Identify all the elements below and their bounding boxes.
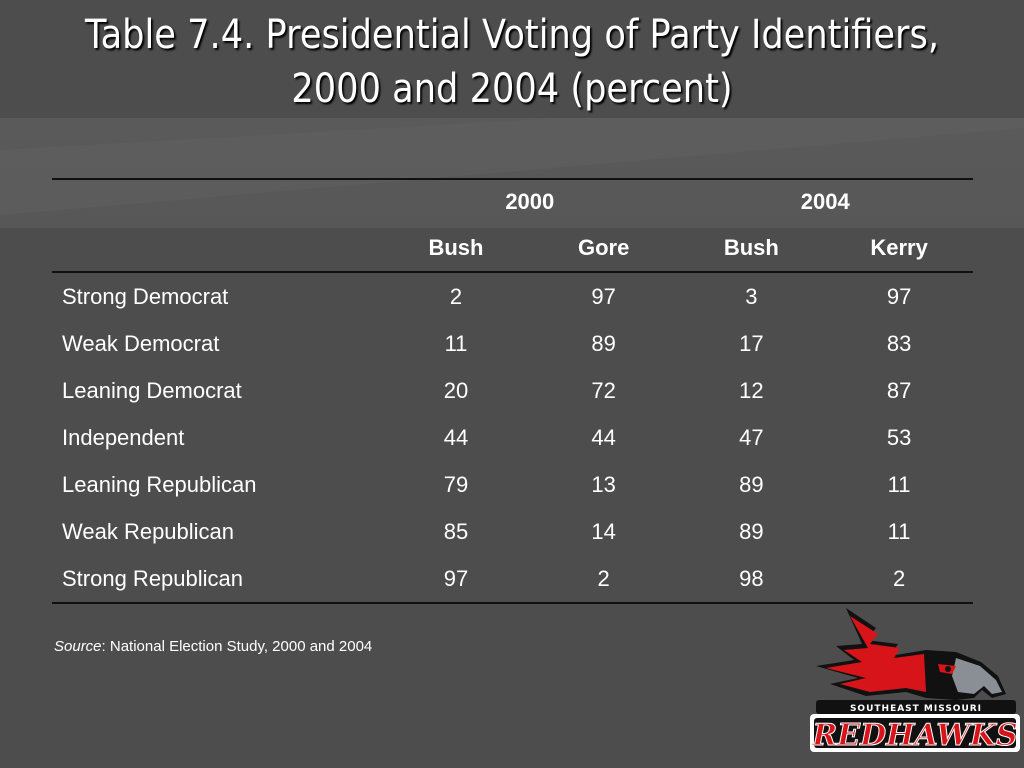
table-cell: 83: [886, 330, 912, 356]
year-header-row: 2000 2004: [52, 178, 973, 224]
slide-title: Table 7.4. Presidential Voting of Party …: [61, 8, 962, 116]
table-cell: 97: [382, 555, 530, 604]
column-header-kerry-2004: Kerry: [825, 224, 973, 273]
table-cell: 97: [591, 283, 616, 309]
row-label: Weak Republican: [62, 518, 235, 544]
logo-banner-text: SOUTHEAST MISSOURI: [850, 704, 982, 714]
table-row: Strong Democrat 2 97 3 97: [52, 272, 973, 320]
table-cell: 87: [886, 377, 912, 403]
table-row: Weak Democrat 11 89 17 83: [52, 320, 973, 367]
table-cell: 47: [739, 424, 764, 450]
table-cell: 11: [444, 330, 468, 356]
table-cell: 79: [443, 471, 469, 497]
year-header-2004: 2004: [677, 178, 973, 224]
table-cell: 11: [887, 471, 911, 497]
title-line-1: Table 7.4. Presidential Voting of Party …: [84, 12, 940, 58]
table-row: Leaning Republican 79 13 89 11: [52, 461, 973, 508]
table-cell: 20: [443, 377, 469, 403]
table-cell: 2: [529, 555, 678, 604]
table-cell: 85: [443, 518, 469, 544]
table-row: Strong Republican 97 2 98 2: [52, 555, 973, 604]
empty-header-cell: [52, 178, 383, 224]
year-header-2000: 2000: [382, 178, 678, 224]
row-label: Independent: [62, 424, 185, 450]
logo-wordmark: REDHAWKS: [811, 718, 1017, 753]
table-cell: 89: [591, 330, 616, 356]
row-label: Strong Democrat: [62, 283, 229, 309]
voting-table: 2000 2004 Bush Gore Bush Kerry Strong De…: [52, 178, 973, 604]
table-cell: 11: [887, 518, 911, 544]
table-cell: 14: [591, 518, 616, 544]
table-cell: 2: [825, 555, 973, 604]
table-cell: 44: [443, 424, 469, 450]
row-label: Leaning Democrat: [62, 377, 242, 403]
table-cell: 13: [591, 471, 616, 497]
source-label: Source: [54, 638, 102, 655]
table-cell: 3: [745, 283, 758, 309]
table-cell: 98: [677, 555, 826, 604]
row-label: Strong Republican: [52, 555, 383, 604]
source-note: Source: National Election Study, 2000 an…: [54, 638, 372, 655]
table-row: Weak Republican 85 14 89 11: [52, 508, 973, 555]
candidate-header-row: Bush Gore Bush Kerry: [52, 224, 973, 273]
table-cell: 2: [449, 283, 463, 309]
table-cell: 17: [739, 330, 764, 356]
source-text: : National Election Study, 2000 and 2004: [101, 638, 373, 655]
column-header-bush-2004: Bush: [677, 224, 826, 273]
column-header-gore-2000: Gore: [529, 224, 678, 273]
empty-header-cell: [52, 224, 383, 273]
table-cell: 72: [591, 377, 616, 403]
table-cell: 89: [739, 471, 764, 497]
table-cell: 89: [739, 518, 764, 544]
table-row: Leaning Democrat 20 72 12 87: [52, 367, 973, 414]
table-cell: 53: [886, 424, 912, 450]
table-cell: 44: [591, 424, 616, 450]
table-cell: 97: [886, 283, 912, 309]
row-label: Weak Democrat: [62, 330, 220, 356]
table-cell: 12: [739, 377, 764, 403]
title-line-2: 2000 and 2004 (percent): [291, 66, 733, 112]
table-row: Independent 44 44 47 53: [52, 414, 973, 461]
redhawks-logo: SOUTHEAST MISSOURI REDHAWKS: [810, 608, 1020, 754]
row-label: Leaning Republican: [62, 471, 257, 497]
column-header-bush-2000: Bush: [382, 224, 530, 273]
